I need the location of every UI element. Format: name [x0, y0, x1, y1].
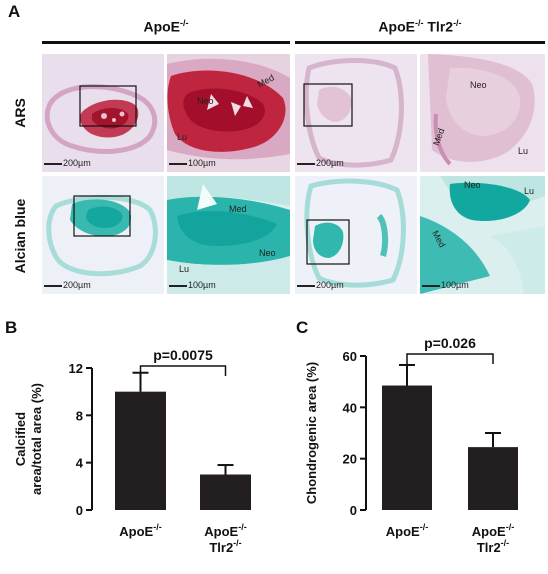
significance-bracket — [406, 353, 494, 366]
y-tick-label: 12 — [69, 361, 83, 376]
label-lu: Lu — [518, 146, 529, 156]
micrograph-ars-apoe-tlr2-zoom: Neo Med Lu — [420, 54, 545, 172]
bar-2 — [468, 447, 518, 510]
micrograph-alcian-apoe-tlr2-overview: 200µm — [295, 176, 417, 294]
label-neo: Neo — [464, 180, 481, 190]
micrograph-ars-apoe-tlr2-overview: 200µm — [295, 54, 417, 172]
micrograph-alcian-apoe-tlr2-zoom: Neo Lu Med 100µm — [420, 176, 545, 294]
micrograph-ars-apoe-zoom: Neo Med Lu 100µm — [167, 54, 290, 172]
label-neo: Neo — [197, 96, 214, 106]
row-label-alcian-blue: Alcian blue — [12, 198, 28, 274]
label-lu: Lu — [524, 186, 535, 196]
label-neo: Neo — [470, 80, 487, 90]
group-label-apoe-tlr2: ApoE-/- Tlr2-/- — [378, 18, 462, 35]
significance-bracket — [139, 365, 227, 378]
bar-1 — [382, 385, 432, 510]
chart-calcified-area: Calcified area/total area (%) 0 4 8 12 ApoE-/-… — [13, 347, 251, 555]
micrograph-alcian-apoe-zoom: Med Neo Lu 100µm — [167, 176, 290, 294]
category-label-2: ApoE-/- — [204, 522, 246, 539]
y-tick-label: 4 — [76, 456, 84, 471]
scale-bar: 100µm — [169, 280, 216, 290]
bar-1 — [115, 391, 166, 510]
micrograph-ars-apoe-overview: 200µm — [42, 54, 164, 172]
row-label-ars: ARS — [12, 98, 28, 128]
category-label-2-line2: Tlr2-/- — [209, 538, 241, 555]
group-bar-apoe-tlr2 — [295, 41, 545, 44]
category-label-1: ApoE-/- — [386, 522, 428, 539]
category-label-1: ApoE-/- — [119, 522, 161, 539]
label-lu: Lu — [179, 264, 190, 274]
scale-bar: 200µm — [44, 280, 91, 290]
p-value-label: p=0.0075 — [153, 347, 213, 363]
panel-letter-c: C — [296, 318, 309, 337]
label-lu: Lu — [177, 132, 188, 142]
group-bar-apoe — [42, 41, 290, 44]
y-tick-label: 40 — [343, 400, 357, 415]
panel-letter-b: B — [5, 318, 18, 337]
label-med: Med — [229, 204, 247, 214]
scale-bar: 200µm — [297, 158, 344, 168]
y-tick-label: 8 — [76, 408, 83, 423]
scale-bar: 100µm — [169, 158, 216, 168]
category-label-2: ApoE-/- — [472, 522, 514, 539]
y-tick-label: 20 — [343, 452, 357, 467]
group-label-apoe: ApoE-/- — [143, 18, 189, 35]
chart-chondrogenic-area: Chondrogenic area (%) 0 20 40 60 ApoE-/- ApoE-… — [304, 335, 518, 555]
p-value-label: p=0.026 — [424, 335, 476, 351]
y-tick-label: 0 — [76, 503, 83, 518]
category-label-2-line2: Tlr2-/- — [477, 538, 509, 555]
micrograph-alcian-apoe-overview: 200µm — [42, 176, 164, 294]
y-axis-label-line1: Calcified — [13, 412, 28, 466]
scale-bar: 200µm — [297, 280, 344, 290]
label-neo: Neo — [259, 248, 276, 258]
y-tick-label: 0 — [350, 503, 357, 518]
panel-letter-a: A — [8, 2, 21, 21]
scale-bar: 100µm — [422, 280, 469, 290]
y-axis-label-line2: area/total area (%) — [29, 383, 44, 495]
bar-2 — [200, 474, 251, 510]
y-axis-label: Chondrogenic area (%) — [304, 362, 319, 504]
y-tick-label: 60 — [343, 349, 357, 364]
scale-bar: 200µm — [44, 158, 91, 168]
